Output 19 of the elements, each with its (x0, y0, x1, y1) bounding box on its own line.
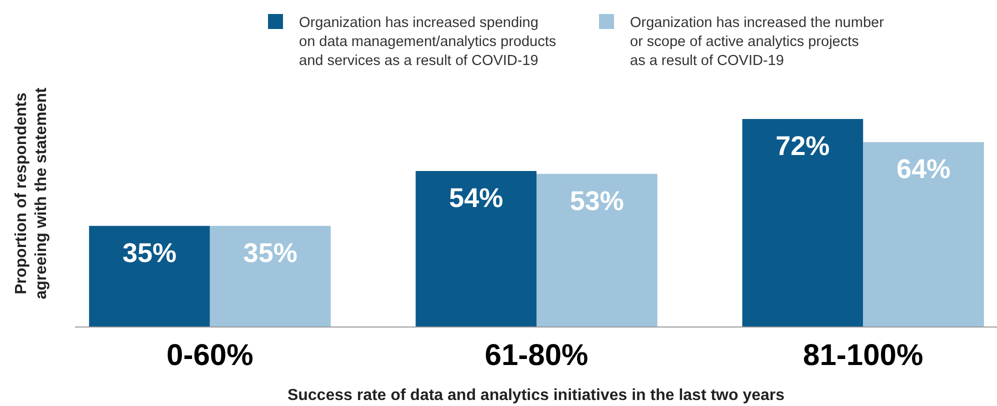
data-label: 72% (776, 131, 830, 161)
bar (416, 171, 536, 327)
bar (210, 226, 331, 327)
y-axis-title: Proportion of respondents agreeing with the statement (13, 87, 50, 300)
data-label: 35% (243, 238, 298, 268)
legend-label: Organization has increased the number or scope of active analytics projects as a result of COVID-19 (630, 15, 884, 69)
bar (89, 226, 210, 327)
data-label: 35% (122, 238, 177, 268)
bar (742, 119, 864, 327)
data-label: 53% (570, 186, 624, 216)
legend-label: Organization has increased spending on data management/analytics products and services as a result of COVID-19 (299, 15, 556, 69)
bar (536, 174, 658, 327)
x-tick-label: 61-80% (484, 339, 588, 372)
data-label: 64% (896, 154, 951, 184)
bar (863, 142, 984, 327)
x-axis-title: Success rate of data and analytics initiatives in the last two years (287, 387, 785, 404)
data-label: 54% (449, 183, 504, 213)
x-tick-label: 0-60% (166, 339, 254, 372)
x-tick-label: 81-100% (803, 339, 924, 372)
